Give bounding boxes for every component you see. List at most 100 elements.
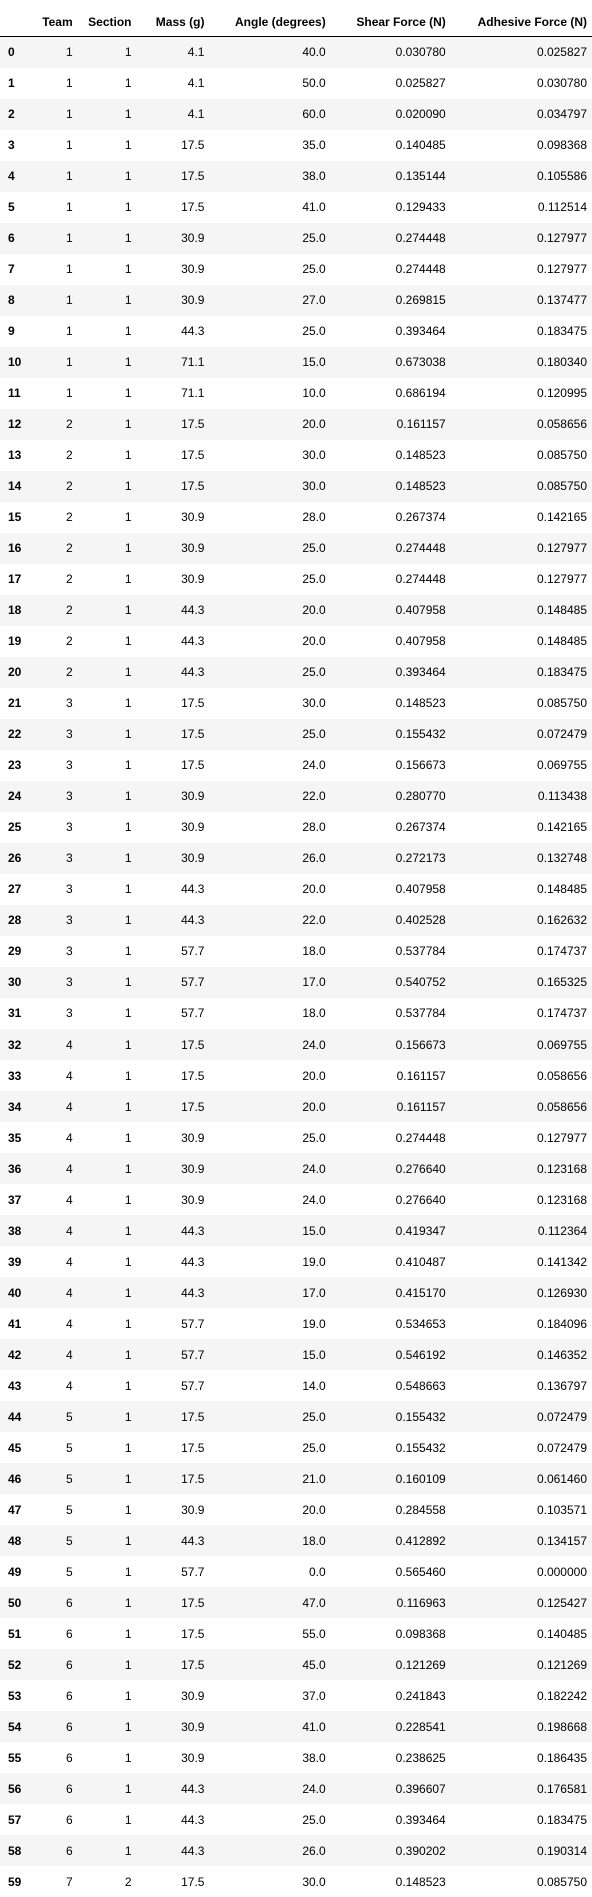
adhesive-force-cell: 0.123168 [451, 1184, 592, 1215]
shear-force-cell: 0.565460 [331, 1556, 451, 1587]
row-index: 36 [0, 1153, 35, 1184]
team-cell: 4 [35, 1060, 77, 1091]
section-cell: 1 [78, 1246, 137, 1277]
team-cell: 1 [35, 99, 77, 130]
shear-force-cell: 0.407958 [331, 595, 451, 626]
row-index: 33 [0, 1060, 35, 1091]
shear-force-cell: 0.161157 [331, 1091, 451, 1122]
mass-cell: 44.3 [137, 874, 210, 905]
section-cell: 1 [78, 1029, 137, 1060]
team-cell: 3 [35, 812, 77, 843]
adhesive-force-cell: 0.113438 [451, 781, 592, 812]
angle-cell: 28.0 [209, 502, 330, 533]
angle-cell: 19.0 [209, 1246, 330, 1277]
row-index: 22 [0, 719, 35, 750]
row-index: 53 [0, 1680, 35, 1711]
team-cell: 3 [35, 874, 77, 905]
mass-cell: 30.9 [137, 1184, 210, 1215]
angle-cell: 15.0 [209, 347, 330, 378]
section-cell: 1 [78, 874, 137, 905]
row-index: 14 [0, 471, 35, 502]
shear-force-cell: 0.412892 [331, 1525, 451, 1556]
team-cell: 6 [35, 1587, 77, 1618]
mass-cell: 30.9 [137, 1680, 210, 1711]
section-cell: 1 [78, 1432, 137, 1463]
team-cell: 2 [35, 564, 77, 595]
team-cell: 1 [35, 223, 77, 254]
shear-force-cell: 0.161157 [331, 409, 451, 440]
team-cell: 3 [35, 781, 77, 812]
shear-force-cell: 0.673038 [331, 347, 451, 378]
row-index: 25 [0, 812, 35, 843]
team-cell: 4 [35, 1122, 77, 1153]
angle-cell: 38.0 [209, 161, 330, 192]
row-index: 15 [0, 502, 35, 533]
mass-cell: 30.9 [137, 1711, 210, 1742]
row-index: 0 [0, 37, 35, 68]
angle-cell: 17.0 [209, 1277, 330, 1308]
angle-cell: 38.0 [209, 1742, 330, 1773]
shear-force-cell: 0.280770 [331, 781, 451, 812]
adhesive-force-cell: 0.190314 [451, 1835, 592, 1866]
section-cell: 1 [78, 440, 137, 471]
shear-force-header: Shear Force (N) [331, 0, 451, 37]
section-cell: 1 [78, 1122, 137, 1153]
team-cell: 6 [35, 1680, 77, 1711]
angle-cell: 25.0 [209, 1122, 330, 1153]
mass-cell: 17.5 [137, 750, 210, 781]
team-cell: 1 [35, 254, 77, 285]
adhesive-force-cell: 0.058656 [451, 1060, 592, 1091]
team-cell: 2 [35, 657, 77, 688]
adhesive-force-cell: 0.025827 [451, 37, 592, 68]
angle-cell: 25.0 [209, 1432, 330, 1463]
section-cell: 1 [78, 1587, 137, 1618]
team-cell: 6 [35, 1649, 77, 1680]
angle-cell: 24.0 [209, 750, 330, 781]
team-cell: 1 [35, 347, 77, 378]
mass-cell: 30.9 [137, 1122, 210, 1153]
section-cell: 2 [78, 1866, 137, 1897]
shear-force-cell: 0.272173 [331, 843, 451, 874]
angle-cell: 0.0 [209, 1556, 330, 1587]
shear-force-cell: 0.415170 [331, 1277, 451, 1308]
adhesive-force-cell: 0.132748 [451, 843, 592, 874]
adhesive-force-cell: 0.123168 [451, 1153, 592, 1184]
mass-cell: 17.5 [137, 471, 210, 502]
mass-cell: 30.9 [137, 1153, 210, 1184]
mass-cell: 57.7 [137, 1556, 210, 1587]
section-cell: 1 [78, 37, 137, 68]
adhesive-force-cell: 0.148485 [451, 595, 592, 626]
adhesive-force-cell: 0.137477 [451, 285, 592, 316]
shear-force-cell: 0.407958 [331, 626, 451, 657]
team-cell: 5 [35, 1463, 77, 1494]
adhesive-force-cell: 0.180340 [451, 347, 592, 378]
team-cell: 3 [35, 688, 77, 719]
section-cell: 1 [78, 1060, 137, 1091]
mass-cell: 30.9 [137, 843, 210, 874]
adhesive-force-cell: 0.142165 [451, 812, 592, 843]
mass-cell: 30.9 [137, 254, 210, 285]
section-cell: 1 [78, 750, 137, 781]
angle-cell: 24.0 [209, 1029, 330, 1060]
angle-cell: 28.0 [209, 812, 330, 843]
section-cell: 1 [78, 1680, 137, 1711]
shear-force-cell: 0.148523 [331, 1866, 451, 1897]
shear-force-cell: 0.155432 [331, 719, 451, 750]
shear-force-cell: 0.546192 [331, 1339, 451, 1370]
angle-cell: 18.0 [209, 1525, 330, 1556]
row-index: 11 [0, 378, 35, 409]
section-cell: 1 [78, 1091, 137, 1122]
